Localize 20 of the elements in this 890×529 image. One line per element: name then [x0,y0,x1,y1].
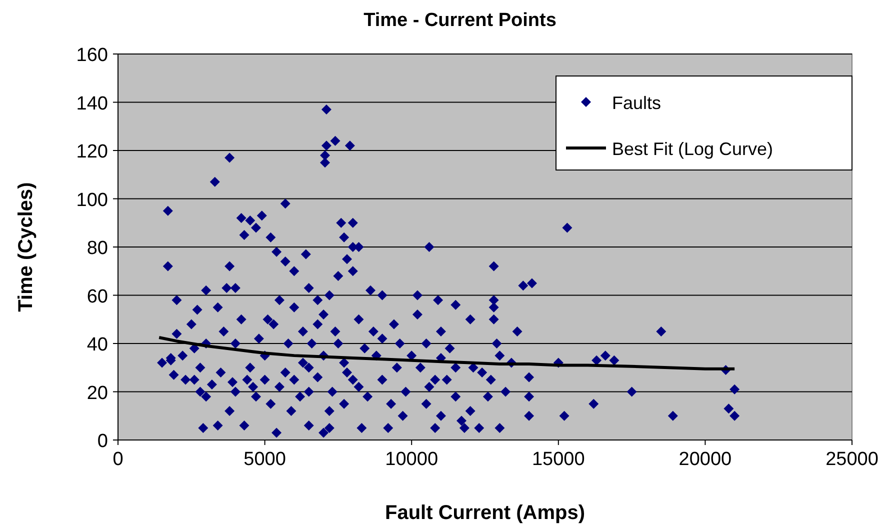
y-tick-label: 0 [97,431,108,452]
y-tick-label: 40 [86,334,108,356]
y-tick-label: 120 [76,142,108,162]
y-tick-label: 160 [76,45,108,66]
y-tick-label: 100 [76,190,108,211]
x-tick-label: 15000 [532,449,585,470]
chart-title: Time - Current Points [364,10,556,31]
y-tick-label: 140 [76,93,108,114]
legend-label: Faults [612,93,662,113]
x-axis-title: Fault Current (Amps) [385,502,585,524]
y-tick-label: 60 [86,286,108,308]
x-tick-label: 5000 [244,449,286,470]
y-tick-label: 80 [86,238,108,259]
x-tick-label: 25000 [826,449,878,470]
x-tick-label: 20000 [678,449,732,470]
x-tick-label: 0 [112,449,124,470]
y-axis-title: Time (Cycles) [15,182,37,312]
legend-label: Best Fit (Log Curve) [612,139,774,159]
y-tick-label: 20 [86,382,108,404]
x-tick-label: 10000 [385,449,438,470]
